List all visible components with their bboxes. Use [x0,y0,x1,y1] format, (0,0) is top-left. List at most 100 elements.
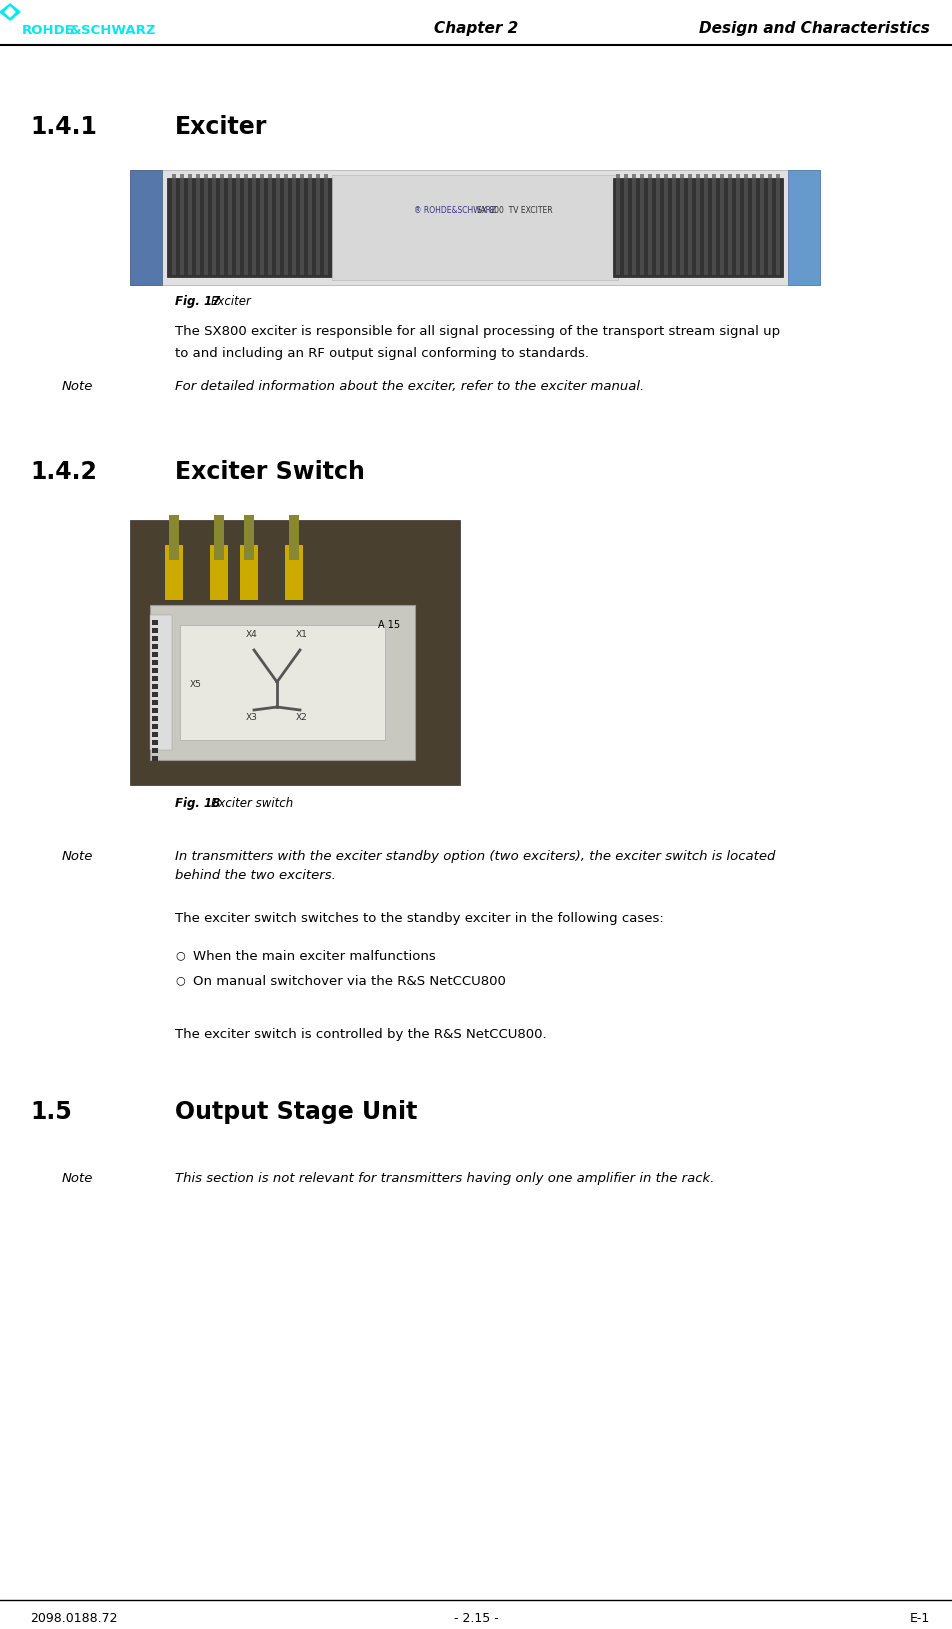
Bar [210,546,228,599]
Polygon shape [5,7,15,16]
Bar [736,174,740,275]
Bar [152,643,158,648]
Text: The exciter switch is controlled by the R&S NetCCU800.: The exciter switch is controlled by the … [175,1028,546,1041]
Bar [656,174,660,275]
Bar [624,174,628,275]
Bar [152,684,158,689]
Bar [289,515,299,560]
Text: The exciter switch switches to the standby exciter in the following cases:: The exciter switch switches to the stand… [175,912,664,925]
Bar [214,515,224,560]
Text: Note: Note [62,850,93,863]
Text: A 15: A 15 [378,621,400,630]
Bar [152,709,158,714]
Text: X4: X4 [247,630,258,639]
Bar [152,692,158,697]
Bar [152,652,158,656]
Bar [152,740,158,744]
Text: The SX800 exciter is responsible for all signal processing of the transport stre: The SX800 exciter is responsible for all… [175,326,780,337]
Text: Design and Characteristics: Design and Characteristics [699,21,930,36]
Text: This section is not relevant for transmitters having only one amplifier in the r: This section is not relevant for transmi… [175,1171,714,1184]
Text: ROHDE: ROHDE [22,23,75,36]
Bar [776,174,780,275]
Bar [704,174,708,275]
Bar [308,174,312,275]
Bar [276,174,280,275]
Bar [236,174,240,275]
Text: ○: ○ [175,950,185,959]
Text: 1.4.2: 1.4.2 [30,459,97,484]
Text: SX 800  TV EXCITER: SX 800 TV EXCITER [477,205,553,215]
Text: Note: Note [62,380,93,393]
Bar [240,546,258,599]
Text: In transmitters with the exciter standby option (two exciters), the exciter swit: In transmitters with the exciter standby… [175,850,775,881]
Bar [180,626,385,740]
Bar [220,174,224,275]
Bar [165,546,183,599]
Bar [300,174,304,275]
Bar [788,169,820,285]
Bar [130,169,162,285]
Bar [324,174,328,275]
Text: X3: X3 [246,714,258,722]
Bar [284,174,288,275]
Text: For detailed information about the exciter, refer to the exciter manual.: For detailed information about the excit… [175,380,645,393]
Text: Note: Note [62,1171,93,1184]
Bar [152,660,158,665]
Text: Chapter 2: Chapter 2 [434,21,518,36]
Text: Exciter: Exciter [211,295,252,308]
Bar [292,174,296,275]
Bar [152,629,158,634]
Bar [720,174,724,275]
Bar [152,635,158,640]
Text: E-1: E-1 [910,1611,930,1624]
Bar [152,731,158,736]
Text: Exciter switch: Exciter switch [211,797,293,810]
Text: 2098.0188.72: 2098.0188.72 [30,1611,117,1624]
Bar [680,174,684,275]
Bar [613,178,783,277]
Bar [752,174,756,275]
Bar [260,174,264,275]
Bar [268,174,272,275]
Bar [152,723,158,730]
Text: X5: X5 [190,679,202,689]
Bar [152,756,158,761]
Bar [244,515,254,560]
Bar [130,520,460,785]
Bar [316,174,320,275]
Text: ○: ○ [175,976,185,986]
Bar [664,174,668,275]
Bar [244,174,248,275]
Text: Fig. 17: Fig. 17 [175,295,220,308]
Text: Exciter Switch: Exciter Switch [175,459,365,484]
Bar [285,546,303,599]
Bar [204,174,208,275]
Bar [744,174,748,275]
Bar [188,174,192,275]
Bar [169,515,179,560]
Bar [150,616,172,749]
Bar [167,178,332,277]
Bar [152,668,158,673]
Bar [152,717,158,722]
Text: Output Stage Unit: Output Stage Unit [175,1100,417,1124]
Bar [172,174,176,275]
Bar [152,621,158,626]
Text: to and including an RF output signal conforming to standards.: to and including an RF output signal con… [175,347,589,360]
Text: - 2.15 -: - 2.15 - [453,1611,499,1624]
Text: &: & [69,23,81,36]
Bar [180,174,184,275]
Bar [152,700,158,705]
Bar [616,174,620,275]
Text: 1.4.1: 1.4.1 [30,116,97,138]
Bar [696,174,700,275]
Bar [760,174,764,275]
Text: When the main exciter malfunctions: When the main exciter malfunctions [193,950,436,963]
Bar [212,174,216,275]
Text: 1.5: 1.5 [30,1100,71,1124]
Text: X2: X2 [296,714,307,722]
Bar [648,174,652,275]
Text: Exciter: Exciter [175,116,268,138]
Bar [688,174,692,275]
Text: ® ROHDE&SCHWARZ: ® ROHDE&SCHWARZ [414,205,496,215]
